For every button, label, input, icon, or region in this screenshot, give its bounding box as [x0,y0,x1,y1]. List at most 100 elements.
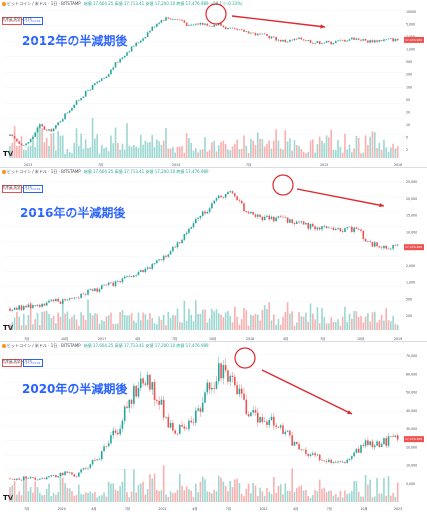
price-buttons[interactable]: 17,604.25 17,713.41 [2,175,46,193]
candle-body [98,289,101,292]
candle-body [211,26,213,27]
volume-bar [385,495,388,502]
candle-body [261,417,264,422]
volume-bar [385,147,388,158]
candle-body [215,25,218,26]
candle-body [357,228,360,230]
volume-bar [80,133,82,158]
candle-body [167,416,170,428]
volume-bar [293,491,296,502]
candle-body [48,300,50,303]
candle-body [298,221,300,223]
volume-bar [36,312,39,330]
volume-bar [27,491,30,502]
volume-bar [277,318,280,330]
candle-body [220,363,222,379]
volume-bar [273,140,275,158]
volume-bar [351,491,353,502]
volume-bar [197,152,199,158]
candle-body [279,39,282,42]
candle-body [71,472,73,475]
x-tick-label: 7月 [24,507,29,511]
volume-bar [204,479,206,502]
volume-bar [64,153,66,158]
candle-body [213,200,215,204]
volume-bar [29,145,32,158]
volume-bar [178,473,181,502]
candle-body [394,38,397,42]
candle-body [48,476,50,478]
candle-body [71,298,73,299]
candle-body [87,90,89,91]
volume-bar [234,144,236,158]
volume-bar [357,137,360,158]
candle-body [256,33,259,36]
y-tick-label: 10,000 [406,464,417,468]
candle-body [227,28,229,30]
candle-body [153,26,156,28]
volume-bar [376,322,378,330]
candle-body [181,239,183,244]
price-buttons[interactable]: 17,604.25 17,713.41 [2,349,46,367]
volume-bar [353,148,355,158]
candle-body [240,29,243,31]
sell-price[interactable]: 17,604.25 [2,359,22,367]
volume-bar [160,319,163,330]
candle-body [215,381,218,389]
volume-bar [362,152,365,158]
price-buttons[interactable]: 17,604.25 17,713.41 [2,7,46,25]
volume-bar [29,487,32,502]
candle-body [339,39,342,41]
candle-body [126,52,128,56]
volume-label: 出来高 変化 2,574 [2,17,32,21]
volume-bar [123,149,126,158]
last-price-tag [404,436,424,443]
sell-price[interactable]: 17,604.25 [2,185,22,193]
volume-bar [337,139,339,158]
volume-bar [208,150,211,158]
candle-body [197,408,199,411]
candle-body [188,228,190,233]
candle-body [25,476,27,479]
candle-body [13,136,16,139]
volume-bar [341,316,344,330]
candle-body [275,425,277,427]
volume-bar [360,496,362,502]
volume-bar [197,313,199,330]
sell-price[interactable]: 17,604.25 [2,17,22,25]
volume-bar [201,476,204,502]
volume-bar [273,477,275,502]
candle-body [84,294,87,295]
buy-price[interactable]: 17,713.41 [23,359,43,367]
volume-bar [252,140,254,158]
volume-bar [174,315,176,330]
candle-body [339,461,342,463]
candle-body [243,29,245,32]
volume-bar [275,129,277,158]
candle-body [286,430,289,432]
volume-bar [213,489,215,502]
chart-svg-2012: 100005,0002,0001,00050020010050201052201… [4,3,424,167]
candle-body [135,275,137,276]
buy-price[interactable]: 17,713.41 [23,17,43,25]
candle-body [45,302,48,306]
candle-body [293,442,296,446]
candle-body [332,461,335,463]
candle-body [96,459,98,461]
candle-body [64,299,66,301]
candle-body [156,260,158,264]
volume-bar [208,491,211,502]
candle-body [57,476,59,478]
y-tick-label: 5 [406,135,408,139]
volume-bar [396,482,399,502]
candle-body [396,435,399,440]
candle-body [392,245,394,249]
volume-bar [341,152,344,158]
volume-bar [9,145,11,158]
candle-body [380,247,383,249]
candle-body [305,222,307,225]
volume-label: 出来高 変化 2,574 [2,185,32,189]
buy-price[interactable]: 17,713.41 [23,185,43,193]
volume-bar [309,497,312,502]
volume-bar [73,495,76,502]
